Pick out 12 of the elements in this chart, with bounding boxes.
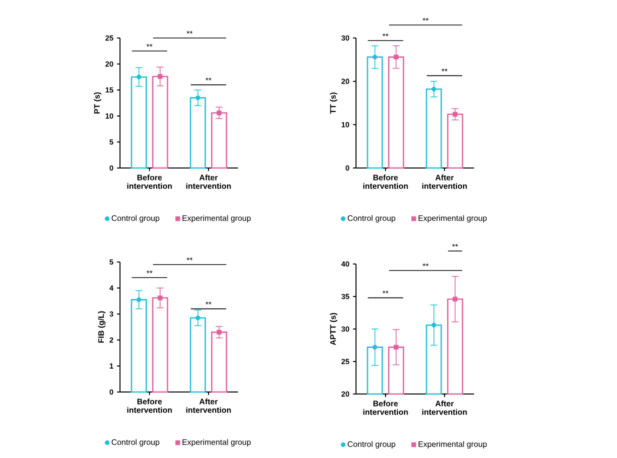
bar (211, 332, 228, 393)
bar (366, 56, 383, 169)
bar (426, 88, 442, 169)
bar (211, 112, 228, 169)
bar (190, 317, 206, 393)
bar (388, 56, 404, 169)
bar (152, 76, 168, 169)
bar (130, 76, 147, 169)
bar (130, 299, 147, 393)
bar (190, 97, 206, 169)
bar (152, 297, 168, 393)
bar (447, 114, 464, 169)
